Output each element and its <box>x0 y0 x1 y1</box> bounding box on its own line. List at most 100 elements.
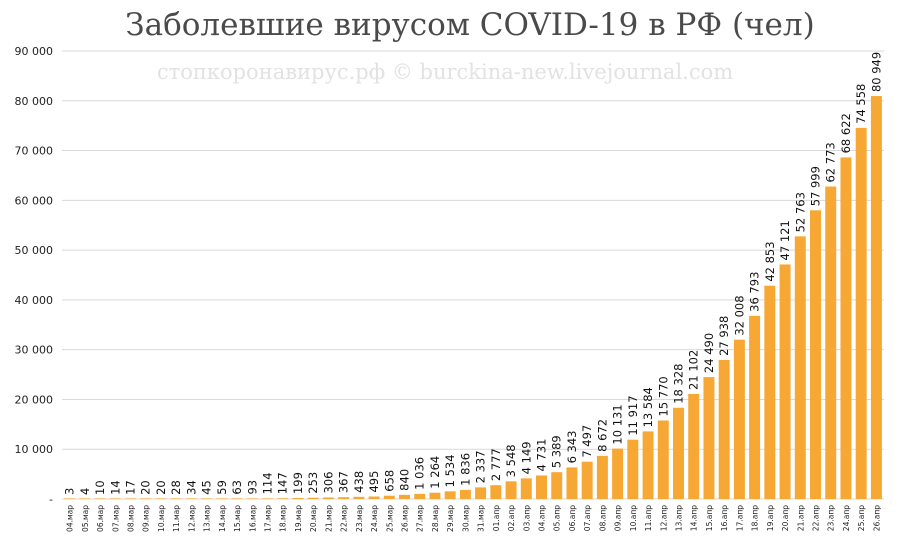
value-label: 57 999 <box>809 166 823 206</box>
x-tick-label: 18.мар <box>279 505 288 532</box>
chart-title: Заболевшие вирусом COVID-19 в РФ (чел) <box>125 7 814 43</box>
value-label: 52 763 <box>793 192 807 232</box>
bar <box>201 498 213 499</box>
x-tick-label: 19.мар <box>294 505 303 532</box>
bar <box>520 478 532 499</box>
x-tick-label: 15.апр <box>705 505 714 531</box>
x-tick-label: 20.мар <box>309 505 318 532</box>
value-label: 17 <box>124 480 138 495</box>
x-tick-label: 12.мар <box>187 505 196 532</box>
y-tick-label: 50 000 <box>15 244 54 257</box>
bar <box>536 475 547 499</box>
bar <box>627 439 639 499</box>
x-tick-label: 09.апр <box>614 505 623 531</box>
value-label: 199 <box>291 472 305 494</box>
value-label: 45 <box>200 480 214 495</box>
value-label: 18 328 <box>672 364 686 404</box>
value-label: 10 131 <box>611 404 625 444</box>
bar <box>810 210 821 499</box>
bar <box>779 264 791 499</box>
bar <box>825 186 837 499</box>
x-tick-label: 23.апр <box>827 505 836 531</box>
value-label: 253 <box>306 472 320 494</box>
bar <box>125 498 136 499</box>
value-label: 114 <box>261 472 275 494</box>
x-tick-label: 13.апр <box>675 505 684 531</box>
x-tick-label: 20.апр <box>781 505 790 531</box>
bar <box>170 498 182 499</box>
value-label: 13 584 <box>641 387 655 427</box>
y-tick-label: 90 000 <box>15 45 54 58</box>
bar <box>185 498 197 499</box>
value-label: 5 389 <box>550 435 564 468</box>
value-label: 1 836 <box>458 453 472 486</box>
value-label: 4 <box>78 488 92 495</box>
value-label: 93 <box>245 480 259 495</box>
bar <box>794 236 806 499</box>
value-label: 1 036 <box>413 457 427 490</box>
bar <box>383 495 395 499</box>
watermark: стопкоронавирус.рф © burckina-new.livejo… <box>157 60 733 84</box>
value-label: 27 938 <box>717 316 731 356</box>
bar <box>307 497 319 499</box>
bar <box>277 498 289 499</box>
x-tick-label: 08.мар <box>127 505 136 532</box>
x-tick-label: 11.апр <box>644 505 653 531</box>
bar <box>246 498 258 499</box>
value-label: 147 <box>276 472 290 494</box>
value-label: 658 <box>382 470 396 492</box>
x-tick-label: 03.апр <box>522 505 531 531</box>
bar <box>642 431 654 499</box>
x-tick-label: 25.апр <box>857 505 866 531</box>
value-label: 1 264 <box>428 456 442 489</box>
value-label: 24 490 <box>702 333 716 373</box>
x-tick-label: 04.мар <box>66 505 75 532</box>
value-label: 438 <box>352 471 366 493</box>
value-label: 14 <box>108 480 122 495</box>
value-label: 42 853 <box>763 241 777 281</box>
y-tick-label: 60 000 <box>15 194 54 207</box>
value-label: 34 <box>184 480 198 495</box>
bar <box>596 455 608 499</box>
value-label: 840 <box>398 469 412 491</box>
bar <box>109 498 121 499</box>
bar <box>566 467 578 499</box>
bar <box>612 448 624 499</box>
bar <box>94 498 106 499</box>
bar <box>414 493 426 499</box>
value-label: 306 <box>321 472 335 494</box>
x-tick-label: 11.мар <box>172 505 181 532</box>
bar <box>688 393 700 499</box>
x-tick-label: 22.мар <box>340 505 349 532</box>
bar <box>733 339 745 499</box>
value-label: 80 949 <box>869 52 883 92</box>
bar <box>292 498 304 499</box>
x-tick-label: 02.апр <box>507 505 516 531</box>
value-label: 47 121 <box>778 220 792 260</box>
value-label: 21 102 <box>687 350 701 390</box>
value-label: 2 777 <box>489 448 503 481</box>
bar <box>703 377 715 499</box>
bar <box>490 485 502 499</box>
bar <box>718 359 730 499</box>
x-tick-label: 22.апр <box>812 505 821 531</box>
x-tick-label: 26.апр <box>872 505 881 531</box>
value-label: 3 <box>63 488 77 495</box>
value-label: 4 149 <box>519 441 533 474</box>
x-tick-label: 24.апр <box>842 505 851 531</box>
x-tick-label: 26.мар <box>401 505 410 532</box>
x-tick-label: 16.мар <box>248 505 257 532</box>
value-label: 6 343 <box>565 430 579 463</box>
y-tick-label: 70 000 <box>15 145 54 158</box>
bar <box>231 498 243 499</box>
y-tick-label: 40 000 <box>15 294 54 307</box>
value-label: 74 558 <box>854 84 868 124</box>
bar <box>338 497 350 499</box>
value-label: 32 008 <box>732 295 746 335</box>
bar <box>79 498 91 499</box>
value-label: 495 <box>367 471 381 493</box>
x-tick-label: 05.мар <box>81 505 90 532</box>
value-label: 36 793 <box>748 272 762 312</box>
bars <box>64 96 882 500</box>
